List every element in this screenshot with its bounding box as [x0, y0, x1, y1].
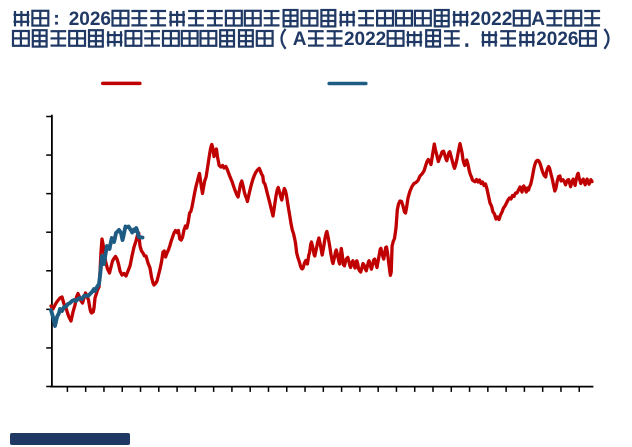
svg-text:A: A	[531, 9, 545, 30]
svg-text:2022: 2022	[344, 29, 386, 50]
svg-text:2026: 2026	[69, 9, 111, 30]
svg-text:A: A	[293, 29, 307, 50]
svg-text:2026: 2026	[536, 29, 578, 50]
svg-text:2022: 2022	[470, 9, 512, 30]
